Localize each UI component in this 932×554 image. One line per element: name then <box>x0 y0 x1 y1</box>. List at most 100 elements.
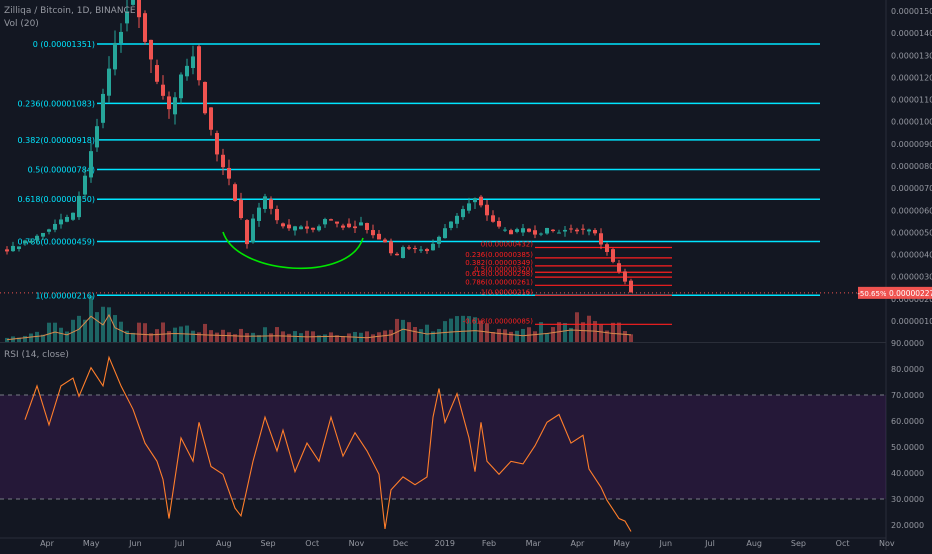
volume-bar <box>587 315 591 342</box>
volume-bar <box>257 335 261 342</box>
rsi-tick-label: 50.0000 <box>891 443 924 452</box>
volume-bar <box>449 318 453 342</box>
candle-body <box>215 133 219 155</box>
volume-bar <box>419 329 423 342</box>
candle-body <box>617 263 621 272</box>
candle-body <box>281 223 285 227</box>
candle-body <box>611 249 615 262</box>
candle-body <box>5 249 9 252</box>
candle-body <box>143 13 147 42</box>
candle-body <box>209 107 213 130</box>
candle-body <box>149 39 153 60</box>
candle-body <box>89 151 93 178</box>
volume-bar <box>125 330 129 342</box>
rsi-tick-label: 80.0000 <box>891 365 924 374</box>
candle-body <box>341 225 345 228</box>
time-tick-label: Jun <box>659 539 673 548</box>
time-tick-label: Apr <box>570 539 585 548</box>
candle-body <box>11 245 15 252</box>
volume-bar <box>107 307 111 342</box>
volume-bar <box>83 319 87 342</box>
volume-bar <box>599 324 603 342</box>
candle-body <box>359 222 363 226</box>
candle-body <box>419 249 423 251</box>
candle-body <box>191 56 195 69</box>
fib-level-label: 0.5(0.00000784) <box>28 166 95 175</box>
candle-body <box>515 229 519 232</box>
volume-bar <box>209 330 213 342</box>
volume-bar <box>47 322 51 342</box>
volume-bar <box>563 322 567 342</box>
volume-bar <box>503 329 507 342</box>
volume-bar <box>113 315 117 342</box>
candle-body <box>239 199 243 219</box>
time-tick-label: Aug <box>216 539 232 548</box>
volume-bar <box>317 335 321 342</box>
candle-body <box>95 126 99 148</box>
candle-body <box>269 199 273 209</box>
time-tick-label: Nov <box>349 539 365 548</box>
volume-bar <box>137 322 141 342</box>
volume-bar <box>167 331 171 342</box>
candle-body <box>629 280 633 293</box>
volume-bar <box>431 331 435 342</box>
time-tick-label: Sep <box>791 539 806 548</box>
candle-body <box>413 248 417 250</box>
volume-bar <box>29 333 33 342</box>
candle-body <box>533 230 537 235</box>
candle-body <box>83 175 87 195</box>
time-tick-label: Feb <box>482 539 496 548</box>
candle-body <box>479 196 483 206</box>
candle-body <box>233 184 237 201</box>
volume-bar <box>41 334 45 342</box>
volume-bar <box>335 335 339 342</box>
fib-level-label: 1(0.00000216) <box>35 291 95 300</box>
fib-secondary-label: 1(0.00000216) <box>481 288 533 296</box>
candle-body <box>365 223 369 230</box>
candle-body <box>353 226 357 229</box>
time-tick-label: Jun <box>128 539 142 548</box>
volume-bar <box>329 332 333 342</box>
candle-body <box>395 253 399 256</box>
candle-body <box>587 229 591 232</box>
candle-body <box>401 247 405 258</box>
candle-body <box>65 216 69 222</box>
candle-body <box>371 230 375 236</box>
time-tick-label: Aug <box>746 539 762 548</box>
rsi-tick-label: 20.0000 <box>891 521 924 530</box>
candle-body <box>29 240 33 243</box>
candle-body <box>329 219 333 221</box>
price-badge: 0.00000227 <box>889 289 932 298</box>
time-tick-label: May <box>613 539 630 548</box>
volume-bar <box>239 328 243 342</box>
volume-bar <box>509 331 513 342</box>
fib-level-label: 0.382(0.00000918) <box>18 136 96 145</box>
price-tick-label: 0.00000100 <box>891 317 932 326</box>
candle-body <box>563 229 567 232</box>
volume-bar <box>377 332 381 342</box>
candle-body <box>257 207 261 221</box>
volume-bar <box>323 334 327 342</box>
volume-bar <box>545 332 549 342</box>
candle-body <box>581 228 585 230</box>
candle-body <box>545 227 549 234</box>
candle-body <box>107 68 111 96</box>
candle-body <box>251 218 255 243</box>
candle-body <box>17 246 21 249</box>
candle-body <box>113 42 117 70</box>
time-tick-label: Dec <box>393 539 408 548</box>
candle-body <box>455 215 459 224</box>
volume-bar <box>245 333 249 342</box>
time-tick-label: Sep <box>260 539 275 548</box>
volume-bar <box>413 326 417 342</box>
volume-bar <box>341 335 345 342</box>
candle-body <box>557 232 561 234</box>
candle-body <box>185 65 189 77</box>
